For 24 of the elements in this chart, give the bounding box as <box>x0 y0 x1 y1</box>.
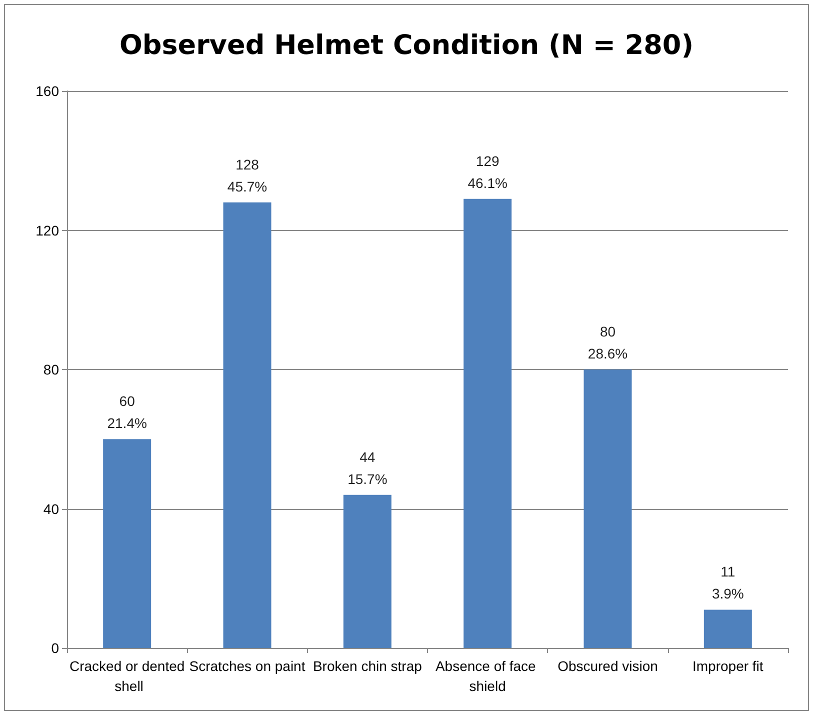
bar <box>704 610 752 648</box>
data-label: 128 45.7% <box>227 156 268 194</box>
x-tick-label: Scratches on paint <box>189 658 306 674</box>
x-tick-label: Absence of face shield <box>435 658 540 694</box>
y-tick-label: 40 <box>43 500 60 517</box>
y-tick-label: 120 <box>36 222 60 238</box>
data-label: 80 28.6% <box>588 324 628 362</box>
bar <box>584 370 632 648</box>
x-tick-label: Broken chin strap <box>312 658 422 674</box>
bar <box>103 439 152 648</box>
y-tick-label: 160 <box>36 83 60 99</box>
data-label: 11 3.9% <box>712 564 744 602</box>
chart-title: Observed Helmet Condition (N = 280) <box>119 30 694 61</box>
data-label: 60 21.4% <box>107 393 147 432</box>
data-label: 129 46.1% <box>468 152 508 191</box>
x-tick-label: Improper fit <box>692 658 764 674</box>
data-label: 44 15.7% <box>348 448 388 487</box>
y-tick-label: 0 <box>51 640 60 656</box>
bar <box>464 198 512 648</box>
x-tick-label: Cracked or dented shell <box>69 658 185 694</box>
bar <box>223 202 272 648</box>
y-tick-label: 80 <box>43 362 60 378</box>
bar <box>343 494 392 648</box>
x-tick-label: Obscured vision <box>558 658 658 674</box>
